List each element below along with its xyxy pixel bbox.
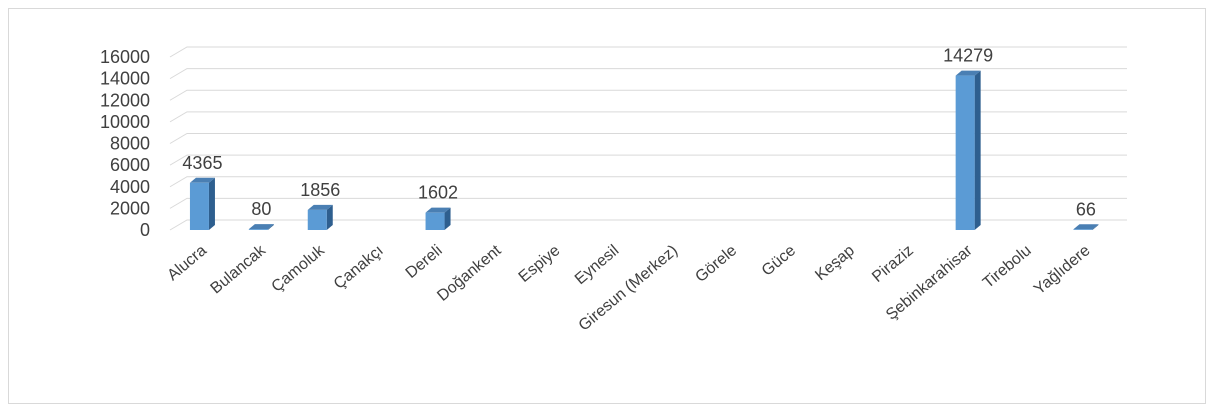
y-tick-label: 14000: [100, 69, 150, 89]
y-tick-label: 16000: [100, 47, 150, 67]
bar-front: [425, 212, 445, 230]
x-category-label: Çanakçı: [331, 242, 387, 293]
x-category-label: Dereli: [403, 242, 446, 282]
bar: [1073, 224, 1099, 230]
bar-side: [208, 177, 215, 230]
bar-front: [189, 182, 209, 230]
bar-side: [974, 70, 981, 231]
bar: [307, 204, 333, 230]
gridline: [169, 89, 1127, 101]
gridline: [169, 68, 1127, 80]
bar-side: [444, 207, 451, 230]
bar-top: [189, 177, 215, 183]
x-category-label: Güce: [759, 242, 799, 280]
x-category-label: Bulancak: [208, 241, 270, 297]
x-category-label: Giresun (Merkez): [576, 242, 682, 334]
data-labels: 4365 80 1856 1602 14279 66: [182, 46, 1096, 220]
bar-front: [307, 209, 327, 230]
x-category-label: Çamoluk: [269, 241, 329, 295]
gridline: [169, 111, 1127, 123]
data-label: 1856: [300, 180, 340, 200]
x-category-label: Doğankent: [434, 242, 505, 305]
bar-top: [307, 204, 333, 210]
bar: [425, 207, 451, 230]
bar-side: [267, 224, 274, 230]
gridline: [169, 197, 1127, 209]
bar: [189, 177, 215, 230]
y-tick-label: 2000: [110, 198, 150, 218]
y-tick-label: 6000: [110, 155, 150, 175]
bar-side: [326, 204, 333, 230]
bars: [189, 70, 1099, 231]
gridlines: [169, 46, 1127, 231]
gridline: [169, 176, 1127, 188]
gridline: [169, 219, 1127, 231]
x-category-label: Espiye: [516, 242, 564, 286]
data-label: 1602: [418, 183, 458, 203]
bar-front: [955, 75, 975, 231]
y-tick-label: 0: [140, 220, 150, 240]
bar: [248, 224, 274, 230]
gridline: [169, 133, 1127, 144]
gridline: [169, 154, 1127, 166]
data-label: 66: [1076, 199, 1096, 219]
data-label: 80: [251, 199, 271, 219]
y-tick-label: 8000: [110, 134, 150, 154]
gridline: [169, 46, 1127, 58]
bar-top: [1073, 224, 1099, 230]
x-category-label: Yağlıdere: [1031, 242, 1094, 298]
bar-top: [955, 70, 981, 76]
bar-top: [425, 207, 451, 213]
bar-side: [1092, 224, 1099, 230]
bar-front: [1073, 229, 1093, 230]
bar-top: [248, 224, 274, 230]
y-tick-label: 4000: [110, 177, 150, 197]
data-label: 4365: [182, 153, 222, 173]
bar: [955, 70, 981, 231]
x-category-label: Keşap: [812, 242, 858, 284]
x-category-label: Piraziz: [869, 242, 917, 286]
y-tick-label: 10000: [100, 112, 150, 132]
y-tick-label: 12000: [100, 90, 150, 110]
x-category-label: Eynesil: [572, 242, 622, 288]
bar-front: [248, 229, 268, 230]
data-label: 14279: [943, 46, 993, 66]
x-category-label: Alucra: [164, 242, 210, 284]
x-category-label: Tirebolu: [980, 242, 1035, 292]
x-category-label: Görele: [692, 242, 740, 286]
